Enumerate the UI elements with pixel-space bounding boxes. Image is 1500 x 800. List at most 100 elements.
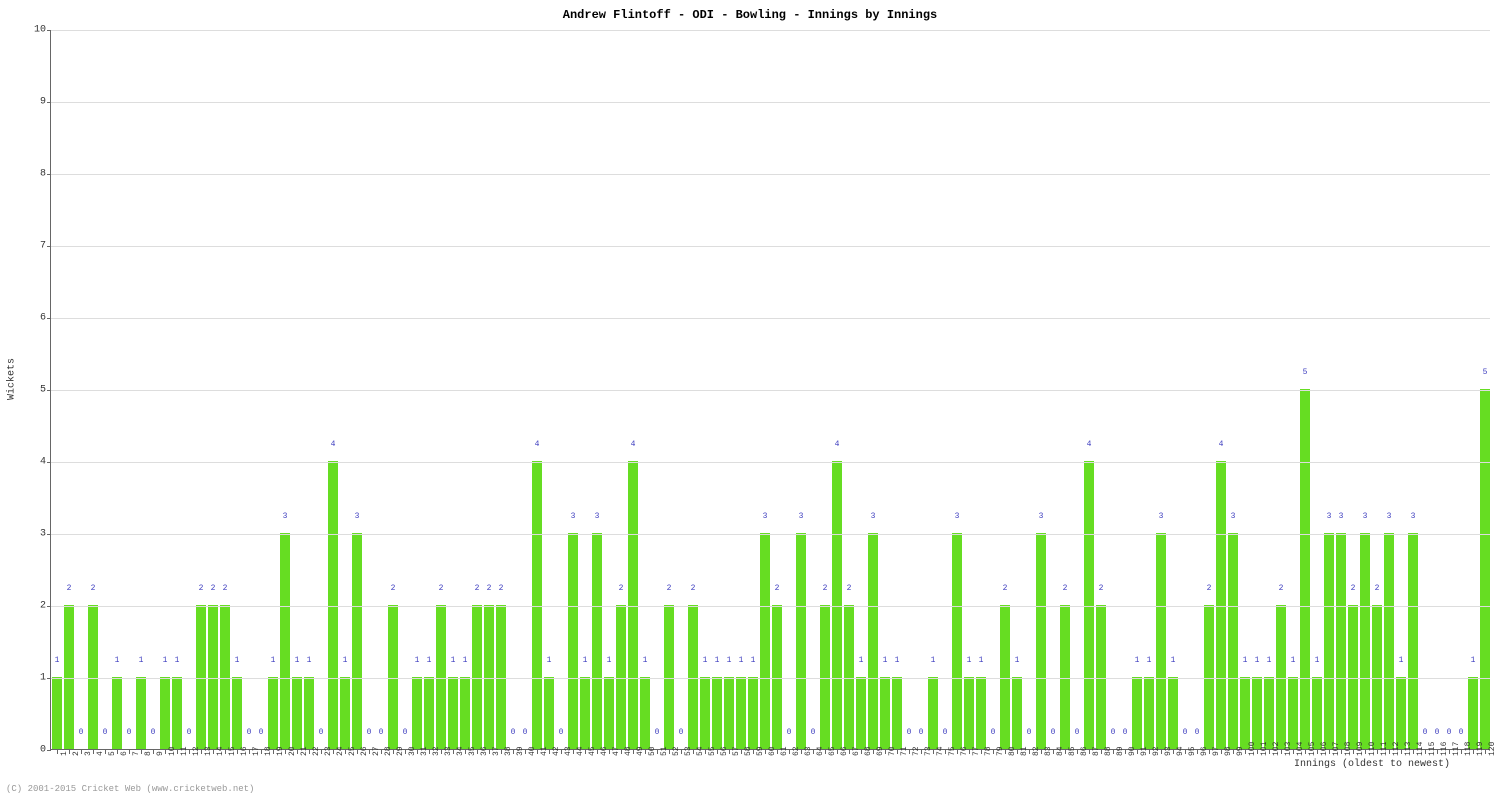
bar [436, 605, 446, 749]
bar-value-label: 2 [471, 584, 483, 593]
x-tick-label: 24 [336, 746, 345, 756]
y-tick-mark [47, 102, 51, 103]
x-tick-mark [153, 750, 154, 754]
bar-value-label: 3 [759, 512, 771, 521]
bar-value-label: 1 [447, 656, 459, 665]
bar [640, 677, 650, 749]
bar-value-label: 5 [1299, 368, 1311, 377]
bar [880, 677, 890, 749]
bar [796, 533, 806, 749]
bar-value-label: 1 [579, 656, 591, 665]
bar-value-label: 1 [1395, 656, 1407, 665]
bar-value-label: 1 [267, 656, 279, 665]
bar [1240, 677, 1250, 749]
x-tick-mark [1005, 750, 1006, 754]
x-tick-label: 111 [1380, 742, 1389, 756]
bar [220, 605, 230, 749]
bar-value-label: 0 [555, 728, 567, 737]
bar-value-label: 2 [771, 584, 783, 593]
x-tick-mark [285, 750, 286, 754]
x-tick-mark [945, 750, 946, 754]
x-tick-mark [309, 750, 310, 754]
grid-line [51, 678, 1490, 679]
bar-value-label: 0 [1419, 728, 1431, 737]
x-tick-label: 116 [1440, 742, 1449, 756]
x-tick-mark [1413, 750, 1414, 754]
bar-value-label: 0 [987, 728, 999, 737]
x-tick-label: 115 [1428, 742, 1437, 756]
bar [604, 677, 614, 749]
x-tick-label: 73 [924, 746, 933, 756]
x-tick-mark [1449, 750, 1450, 754]
x-tick-label: 81 [1020, 746, 1029, 756]
x-tick-label: 11 [180, 746, 189, 756]
x-tick-mark [801, 750, 802, 754]
bar [1288, 677, 1298, 749]
x-tick-mark [177, 750, 178, 754]
y-tick-mark [47, 246, 51, 247]
bar [748, 677, 758, 749]
y-tick-mark [47, 462, 51, 463]
bar [1216, 461, 1226, 749]
x-tick-mark [1473, 750, 1474, 754]
bar [1132, 677, 1142, 749]
y-tick-label: 1 [26, 673, 46, 684]
x-tick-label: 43 [564, 746, 573, 756]
x-tick-mark [1221, 750, 1222, 754]
y-tick-label: 0 [26, 745, 46, 756]
x-tick-label: 108 [1344, 742, 1353, 756]
y-tick-label: 7 [26, 241, 46, 252]
bar [1360, 533, 1370, 749]
bar-value-label: 1 [603, 656, 615, 665]
bar-value-label: 0 [147, 728, 159, 737]
x-tick-mark [933, 750, 934, 754]
x-tick-mark [1317, 750, 1318, 754]
bar [1372, 605, 1382, 749]
bar [1408, 533, 1418, 749]
x-tick-mark [1029, 750, 1030, 754]
x-tick-mark [453, 750, 454, 754]
bar-value-label: 3 [1155, 512, 1167, 521]
bar-value-label: 0 [255, 728, 267, 737]
x-tick-mark [1425, 750, 1426, 754]
x-tick-mark [861, 750, 862, 754]
bar-value-label: 3 [1383, 512, 1395, 521]
x-tick-mark [1329, 750, 1330, 754]
bar-value-label: 0 [519, 728, 531, 737]
x-tick-mark [1269, 750, 1270, 754]
bar-value-label: 1 [231, 656, 243, 665]
bar [340, 677, 350, 749]
x-tick-label: 55 [708, 746, 717, 756]
x-tick-label: 87 [1092, 746, 1101, 756]
x-tick-mark [393, 750, 394, 754]
bar [484, 605, 494, 749]
bar [172, 677, 182, 749]
x-tick-label: 105 [1308, 742, 1317, 756]
bar [892, 677, 902, 749]
bar [136, 677, 146, 749]
x-tick-label: 94 [1176, 746, 1185, 756]
bar-value-label: 3 [1323, 512, 1335, 521]
x-tick-mark [1161, 750, 1162, 754]
bar [1084, 461, 1094, 749]
x-tick-label: 99 [1236, 746, 1245, 756]
x-tick-mark [81, 750, 82, 754]
x-tick-label: 39 [516, 746, 525, 756]
x-tick-label: 27 [372, 746, 381, 756]
chart-title: Andrew Flintoff - ODI - Bowling - Inning… [563, 8, 937, 22]
x-tick-mark [669, 750, 670, 754]
bar-value-label: 2 [1275, 584, 1287, 593]
bar [112, 677, 122, 749]
bar-value-label: 0 [939, 728, 951, 737]
x-tick-mark [1053, 750, 1054, 754]
grid-line [51, 606, 1490, 607]
x-tick-label: 51 [660, 746, 669, 756]
chart-container: Andrew Flintoff - ODI - Bowling - Inning… [0, 0, 1500, 800]
bar-value-label: 0 [1179, 728, 1191, 737]
x-tick-label: 104 [1296, 742, 1305, 756]
y-tick-mark [47, 606, 51, 607]
x-tick-label: 62 [792, 746, 801, 756]
bar [868, 533, 878, 749]
bar [532, 461, 542, 749]
bar [1396, 677, 1406, 749]
